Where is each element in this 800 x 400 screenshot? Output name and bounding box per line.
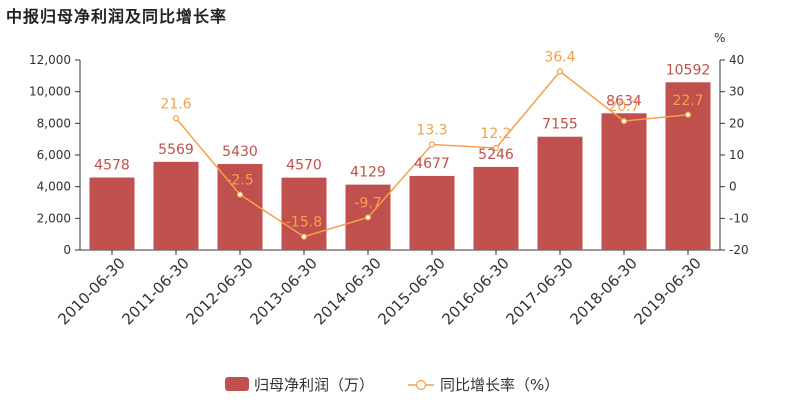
growth-value-label: 21.6	[160, 96, 191, 112]
x-tick-label: 2015-06-30	[374, 254, 448, 328]
y-left-tick-label: 4,000	[37, 180, 71, 194]
y-left-tick-label: 2,000	[37, 211, 71, 225]
growth-value-label: 12.2	[480, 126, 511, 142]
growth-value-label: 13.3	[416, 123, 447, 139]
bar-value-label: 4129	[350, 165, 386, 181]
y-left-tick-label: 6,000	[37, 148, 71, 162]
growth-point	[620, 118, 628, 125]
bar-value-label: 5430	[222, 144, 258, 160]
bar-value-label: 4578	[94, 158, 130, 174]
bar	[89, 177, 135, 250]
x-tick-label: 2011-06-30	[118, 254, 192, 328]
bar-value-label: 5246	[478, 147, 514, 163]
bar	[409, 175, 455, 250]
x-tick-label: 2010-06-30	[54, 254, 128, 328]
x-tick-label: 2018-06-30	[566, 254, 640, 328]
x-tick-label: 2019-06-30	[630, 254, 704, 328]
y-left-tick-label: 12,000	[29, 53, 71, 67]
growth-point	[172, 115, 180, 122]
growth-value-label: -9.7	[354, 195, 381, 211]
y-right-unit: %	[714, 31, 725, 45]
bar-value-label: 10592	[666, 62, 711, 78]
y-right-tick-label: 40	[729, 53, 744, 67]
legend-bar-label: 归母净利润（万）	[254, 376, 374, 394]
bar	[153, 161, 199, 250]
growth-value-label: 22.7	[672, 93, 703, 109]
y-right-tick-label: 20	[729, 116, 744, 130]
legend-line-marker	[415, 379, 427, 391]
bar	[665, 82, 711, 250]
y-right-tick-label: 10	[729, 148, 744, 162]
bar	[217, 164, 263, 250]
y-left-tick-label: 10,000	[29, 85, 71, 99]
growth-point	[236, 191, 244, 198]
growth-value-label: 20.7	[608, 99, 639, 115]
y-left-tick-label: 0	[63, 243, 71, 257]
growth-point	[364, 214, 372, 221]
bar-value-label: 8634	[606, 93, 642, 109]
bar	[473, 166, 519, 250]
bar-value-label: 5569	[158, 142, 194, 158]
bar-value-label: 4677	[414, 156, 450, 172]
x-tick-label: 2014-06-30	[310, 254, 384, 328]
x-tick-label: 2012-06-30	[182, 254, 256, 328]
x-tick-label: 2013-06-30	[246, 254, 320, 328]
y-right-tick-label: 0	[729, 180, 737, 194]
x-tick-label: 2016-06-30	[438, 254, 512, 328]
growth-value-label: -15.8	[286, 215, 322, 231]
y-right-tick-label: 30	[729, 85, 744, 99]
y-right-tick-label: -20	[729, 243, 749, 257]
growth-value-label: 36.4	[544, 49, 575, 65]
growth-point	[300, 233, 308, 240]
chart-title: 中报归母净利润及同比增长率	[6, 7, 228, 26]
legend-line-label: 同比增长率（%）	[440, 376, 559, 394]
growth-point	[556, 68, 564, 75]
x-tick-label: 2017-06-30	[502, 254, 576, 328]
growth-point	[428, 141, 436, 148]
growth-point	[492, 144, 500, 152]
bar-value-label: 4570	[286, 158, 322, 174]
bar	[601, 113, 647, 250]
y-left-tick-label: 8,000	[37, 116, 71, 130]
bar	[537, 136, 583, 250]
growth-value-label: -2.5	[226, 173, 253, 189]
bar-value-label: 7155	[542, 117, 578, 133]
legend-bar-swatch	[225, 377, 249, 391]
growth-point	[684, 111, 692, 118]
y-right-tick-label: -10	[729, 211, 749, 225]
